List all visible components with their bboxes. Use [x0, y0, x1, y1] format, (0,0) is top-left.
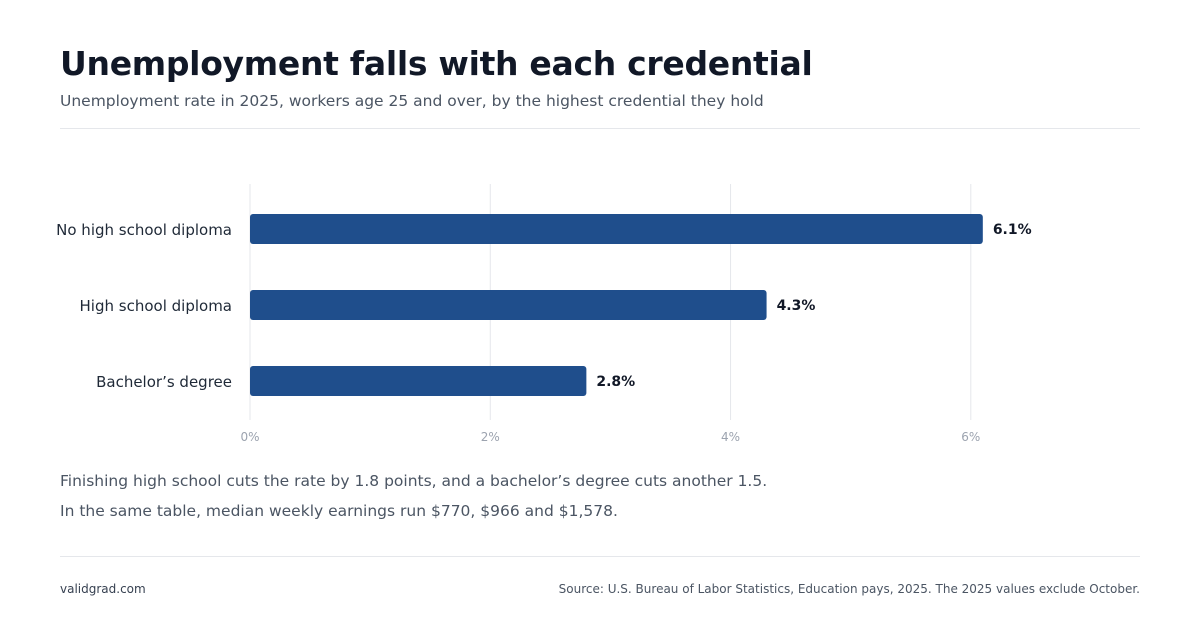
bar [250, 290, 767, 320]
footer-site-link[interactable]: validgrad.com [60, 582, 146, 596]
chart-title: Unemployment falls with each credential [60, 44, 813, 83]
chart-subtitle: Unemployment rate in 2025, workers age 2… [60, 92, 764, 110]
value-label: 6.1% [993, 222, 1032, 238]
category-label: High school diploma [80, 297, 232, 315]
x-tick-label: 0% [240, 430, 259, 444]
labels: 0% 2% 4% 6% No high school diploma 6.1% High s… [56, 221, 1032, 444]
bar [250, 366, 587, 396]
x-tick-label: 4% [721, 430, 740, 444]
footer-divider [60, 556, 1140, 557]
category-label: Bachelor’s degree [96, 373, 232, 391]
bar [250, 214, 983, 244]
note-line-1: Finishing high school cuts the rate by 1… [60, 472, 768, 490]
value-label: 2.8% [596, 374, 635, 390]
footer-source: Source: U.S. Bureau of Labor Statistics,… [558, 582, 1140, 596]
value-label: 4.3% [777, 298, 816, 314]
header-divider [60, 128, 1140, 129]
bars [250, 214, 983, 396]
x-tick-label: 6% [961, 430, 980, 444]
category-label: No high school diploma [56, 221, 232, 239]
x-tick-label: 2% [481, 430, 500, 444]
note-line-2: In the same table, median weekly earning… [60, 502, 618, 520]
